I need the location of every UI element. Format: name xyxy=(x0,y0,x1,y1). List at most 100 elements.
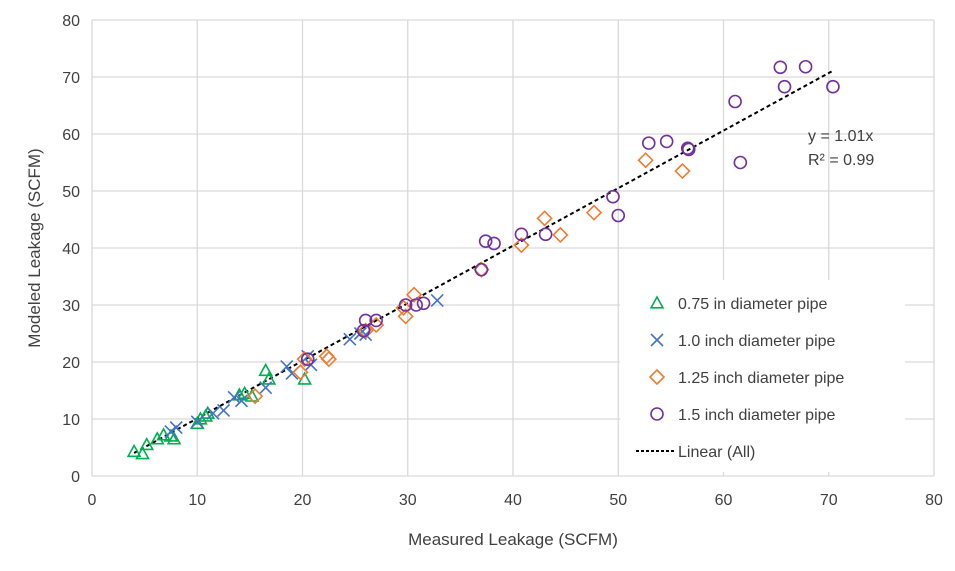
tick-labels: 0 10 20 30 40 50 60 70 80 0 10 20 30 40 50 60 70 80 xyxy=(62,13,943,509)
circle-marker xyxy=(641,136,656,150)
y-axis-label: Modeled Leakage (SCFM) xyxy=(25,148,44,347)
circle-marker xyxy=(681,142,696,157)
circle-marker xyxy=(650,407,664,421)
x-tick-label: 60 xyxy=(715,492,733,509)
circle-marker xyxy=(777,79,792,94)
x-marker xyxy=(169,420,183,435)
y-tick-label: 0 xyxy=(71,469,80,486)
triangle-marker xyxy=(156,427,171,441)
legend-label: 1.25 inch diameter pipe xyxy=(678,370,844,387)
x-tick-label: 10 xyxy=(188,492,206,509)
diamond-marker xyxy=(536,210,553,227)
x-stroke xyxy=(227,390,241,404)
circle-marker xyxy=(606,189,620,204)
y-tick-label: 70 xyxy=(62,70,80,87)
legend: 0.75 in diameter pipe 1.0 inch diameter p… xyxy=(620,280,905,472)
data-points xyxy=(126,59,840,460)
circle-marker xyxy=(728,94,742,109)
y-tick-label: 20 xyxy=(62,355,80,372)
x-tick-label: 20 xyxy=(294,492,312,509)
circle-marker xyxy=(358,313,373,328)
triangle-marker xyxy=(649,295,665,309)
x-marker xyxy=(206,406,220,420)
y-tick-label: 50 xyxy=(62,184,80,201)
circle-marker xyxy=(611,208,626,223)
circle-marker xyxy=(773,60,788,75)
diamond-marker xyxy=(357,322,374,339)
diamond-marker xyxy=(648,368,666,386)
circle-marker xyxy=(300,352,315,366)
legend-label: 0.75 in diameter pipe xyxy=(678,296,828,313)
circle-marker xyxy=(398,298,413,312)
x-marker xyxy=(280,359,294,374)
x-tick-label: 70 xyxy=(820,492,838,509)
x-stroke xyxy=(280,359,294,374)
triangle-marker xyxy=(149,431,165,445)
diamond-marker xyxy=(513,237,530,254)
x-marker xyxy=(259,381,273,395)
diamond-marker xyxy=(296,351,313,368)
series-triangle xyxy=(126,362,312,460)
series-circle xyxy=(300,59,840,366)
x-stroke xyxy=(343,332,357,346)
x-marker xyxy=(190,415,204,429)
diamond-marker xyxy=(292,364,309,381)
legend-label: 1.0 inch diameter pipe xyxy=(678,333,836,350)
triangle-marker xyxy=(135,446,150,460)
legend-label: 1.5 inch diameter pipe xyxy=(678,407,836,424)
y-tick-label: 80 xyxy=(62,13,80,30)
diamond-marker xyxy=(674,162,691,180)
x-stroke xyxy=(216,403,231,418)
circle-marker xyxy=(680,141,695,156)
diamond-marker xyxy=(585,204,603,221)
circle-marker xyxy=(416,296,431,311)
x-marker xyxy=(430,293,444,308)
x-marker xyxy=(650,333,664,347)
diamond-marker xyxy=(397,308,414,325)
x-stroke xyxy=(259,381,273,395)
y-tick-label: 10 xyxy=(62,412,80,429)
x-marker xyxy=(227,390,241,404)
circle-marker xyxy=(487,236,501,251)
diamond-marker xyxy=(473,261,490,278)
circle-marker xyxy=(474,262,489,277)
x-stroke xyxy=(650,333,664,347)
x-tick-label: 80 xyxy=(925,492,943,509)
circle-marker xyxy=(538,227,553,242)
diamond-marker xyxy=(405,286,423,303)
circle-marker xyxy=(369,313,383,328)
x-stroke xyxy=(234,394,249,408)
x-tick-label: 30 xyxy=(399,492,417,509)
legend-label: Linear (All) xyxy=(678,444,755,461)
x-stroke xyxy=(430,293,444,308)
series-x xyxy=(164,293,444,439)
x-stroke xyxy=(206,406,220,420)
x-marker xyxy=(234,394,249,408)
x-tick-label: 40 xyxy=(504,492,522,509)
circle-marker xyxy=(659,134,674,149)
trendline-r2: R² = 0.99 xyxy=(808,152,874,169)
x-tick-label: 0 xyxy=(88,492,97,509)
triangle-marker xyxy=(258,362,274,377)
x-axis-label: Measured Leakage (SCFM) xyxy=(408,530,618,549)
triangle-marker xyxy=(139,437,155,451)
x-marker xyxy=(216,403,231,418)
diamond-marker xyxy=(552,226,569,244)
x-stroke xyxy=(169,420,183,435)
y-tick-label: 40 xyxy=(62,241,80,258)
x-stroke xyxy=(190,415,204,429)
diamond-marker xyxy=(320,351,337,368)
x-marker xyxy=(164,424,178,439)
circle-marker xyxy=(798,59,813,74)
x-tick-label: 50 xyxy=(609,492,627,509)
diamond-marker xyxy=(637,152,654,169)
circle-marker xyxy=(733,155,748,170)
triangle-marker xyxy=(126,443,142,458)
circle-marker xyxy=(514,227,529,242)
legend-background xyxy=(620,280,905,472)
circle-marker xyxy=(478,234,493,248)
y-tick-label: 30 xyxy=(62,298,80,315)
x-stroke xyxy=(164,424,178,439)
circle-marker xyxy=(356,323,371,338)
